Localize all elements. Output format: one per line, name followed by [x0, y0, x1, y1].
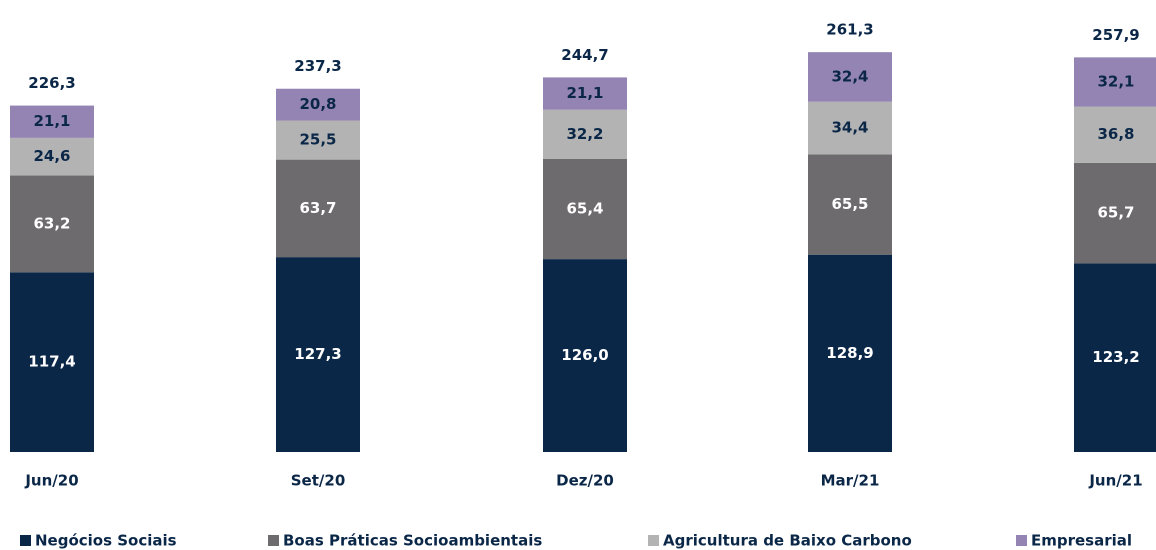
legend-label: Agricultura de Baixo Carbono [663, 532, 912, 550]
data-label: 36,8 [1097, 125, 1134, 143]
data-label: 20,8 [299, 95, 336, 113]
bar-segment [808, 101, 892, 155]
legend-swatch [648, 535, 659, 546]
data-label: 32,4 [831, 67, 868, 85]
data-label: 117,4 [28, 353, 75, 371]
x-tick-label: Dez/20 [556, 472, 614, 490]
bar-segment [276, 257, 360, 452]
total-label: 257,9 [1092, 26, 1139, 44]
x-tick-label: Jun/21 [1088, 472, 1142, 490]
data-label: 65,4 [566, 200, 603, 218]
bar-segment [10, 175, 94, 273]
legend-label: Empresarial [1031, 532, 1132, 550]
bar-segment [276, 120, 360, 160]
bar-segment [543, 109, 627, 160]
bar-segment [543, 259, 627, 452]
data-label: 24,6 [33, 147, 70, 165]
data-label: 25,5 [299, 131, 336, 149]
data-label: 32,2 [566, 125, 603, 143]
data-label: 63,2 [33, 214, 70, 232]
bar-segment [1074, 106, 1156, 163]
legend-label: Boas Práticas Socioambientais [283, 532, 542, 550]
data-label: 65,5 [831, 195, 868, 213]
x-tick-label: Set/20 [291, 472, 346, 490]
legend-swatch [268, 535, 279, 546]
data-label: 32,1 [1097, 72, 1134, 90]
x-tick-label: Jun/20 [24, 472, 78, 490]
bar-segment [1074, 57, 1156, 107]
data-label: 128,9 [826, 344, 873, 362]
total-label: 226,3 [28, 74, 75, 92]
data-label: 21,1 [566, 84, 603, 102]
bar-segment [808, 254, 892, 452]
total-label: 244,7 [561, 46, 608, 64]
x-tick-label: Mar/21 [821, 472, 880, 490]
bar-segment [1074, 263, 1156, 452]
total-label: 237,3 [294, 57, 341, 75]
bar-segment [1074, 162, 1156, 264]
legend-label: Negócios Sociais [35, 532, 177, 550]
bar-segment [808, 154, 892, 255]
bar-segment [543, 159, 627, 260]
bar-segment [10, 272, 94, 452]
bar-segment [276, 159, 360, 258]
legend-swatch [1016, 535, 1027, 546]
data-label: 126,0 [561, 346, 608, 364]
data-label: 34,4 [831, 119, 868, 137]
bar-segment [808, 52, 892, 102]
data-label: 123,2 [1092, 348, 1139, 366]
data-label: 21,1 [33, 112, 70, 130]
total-label: 261,3 [826, 21, 873, 39]
bar-segment [10, 137, 94, 176]
data-label: 63,7 [299, 199, 336, 217]
data-label: 127,3 [294, 345, 341, 363]
bar-segment [543, 77, 627, 110]
bar-segment [276, 88, 360, 121]
legend-swatch [20, 535, 31, 546]
bar-segment [10, 105, 94, 138]
data-label: 65,7 [1097, 204, 1134, 222]
